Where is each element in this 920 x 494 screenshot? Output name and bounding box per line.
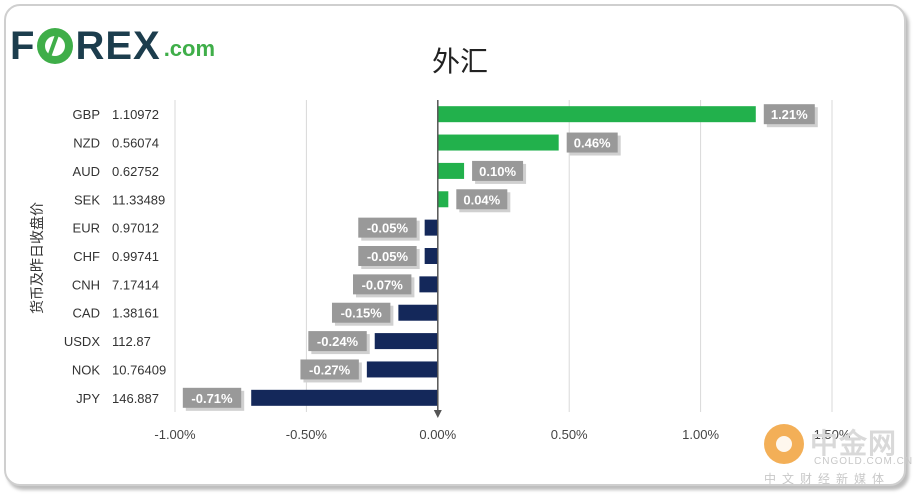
- chart-title: 外汇: [431, 45, 488, 78]
- chart-frame: [4, 4, 906, 486]
- data-label-box: [308, 331, 367, 352]
- bar: [398, 304, 438, 321]
- x-tick-label: 0.50%: [551, 427, 588, 442]
- category-code-label: CAD: [73, 306, 100, 321]
- data-label-box: [456, 189, 508, 210]
- logo-text-f: F: [10, 24, 36, 68]
- logo-suffix: .com: [163, 36, 216, 61]
- zero-axis-arrow: [433, 410, 442, 418]
- category-value-label: 1.10972: [112, 107, 159, 122]
- bar: [437, 162, 465, 179]
- x-tick-label: 1.50%: [814, 427, 851, 442]
- data-label: -0.07%: [362, 277, 404, 292]
- bar: [419, 276, 438, 293]
- watermark-en: CNGOLD.COM.CN: [814, 456, 914, 467]
- x-tick-label: 1.00%: [682, 427, 719, 442]
- data-label-box: [763, 104, 815, 125]
- watermark-sub: 中文财经新媒体: [764, 472, 891, 486]
- logo-o-icon: [37, 28, 74, 64]
- category-value-label: 1.38161: [112, 306, 159, 321]
- category-code-label: GBP: [73, 107, 100, 122]
- data-label: 0.46%: [574, 136, 611, 151]
- category-value-label: 146.887: [112, 391, 159, 406]
- data-label: -0.15%: [341, 306, 383, 321]
- bar: [437, 191, 449, 208]
- category-value-label: 112.87: [112, 334, 151, 349]
- bar: [251, 389, 438, 406]
- logo-text-rex: REX: [75, 24, 161, 68]
- bar: [424, 248, 438, 264]
- category-code-label: NZD: [73, 136, 100, 151]
- category-code-label: AUD: [73, 164, 100, 179]
- category-value-label: 7.17414: [112, 277, 159, 292]
- category-value-label: 0.62752: [112, 164, 159, 179]
- category-value-label: 0.97012: [112, 221, 159, 236]
- x-tick-label: 0.00%: [419, 427, 456, 442]
- forex-logo: F REX .com: [10, 24, 215, 68]
- bar: [437, 134, 559, 151]
- x-tick-label: -1.00%: [154, 427, 196, 442]
- category-value-label: 10.76409: [112, 362, 166, 377]
- data-label: 1.21%: [771, 107, 808, 122]
- data-label-box: [358, 217, 417, 238]
- bar: [437, 106, 756, 123]
- data-label-box: [472, 160, 524, 181]
- data-label: -0.71%: [191, 391, 233, 406]
- data-label: 0.04%: [463, 192, 500, 207]
- cngold-watermark: 中金网 CNGOLD.COM.CN 中文财经新媒体: [764, 420, 914, 488]
- category-value-label: 11.33489: [112, 192, 165, 207]
- data-label-box: [358, 246, 417, 266]
- category-code-label: CNH: [72, 277, 100, 292]
- category-code-label: USDX: [64, 334, 100, 349]
- bar: [366, 361, 438, 378]
- data-label-box: [353, 274, 412, 295]
- category-code-label: SEK: [74, 192, 100, 207]
- category-code-label: EUR: [73, 221, 100, 236]
- bar: [374, 333, 438, 350]
- y-axis-title: 货币及昨日收盘价: [29, 202, 46, 314]
- bar: [424, 219, 438, 236]
- data-label: -0.05%: [367, 221, 409, 236]
- category-code-label: JPY: [76, 391, 100, 406]
- data-label-box: [182, 387, 242, 408]
- data-label: -0.27%: [309, 362, 351, 377]
- watermark-cn: 中金网: [810, 427, 898, 460]
- category-code-label: CHF: [73, 249, 100, 264]
- category-code-label: NOK: [72, 362, 101, 377]
- category-value-label: 0.56074: [112, 136, 159, 151]
- category-value-label: 0.99741: [112, 249, 159, 264]
- data-label-box: [331, 302, 391, 323]
- x-tick-label: -0.50%: [286, 427, 328, 442]
- data-label: -0.24%: [317, 334, 359, 349]
- cngold-logo-icon: [764, 424, 804, 464]
- data-label-box: [300, 359, 359, 380]
- data-label: 0.10%: [479, 164, 516, 179]
- data-label: -0.05%: [367, 249, 409, 264]
- data-label-box: [566, 132, 618, 153]
